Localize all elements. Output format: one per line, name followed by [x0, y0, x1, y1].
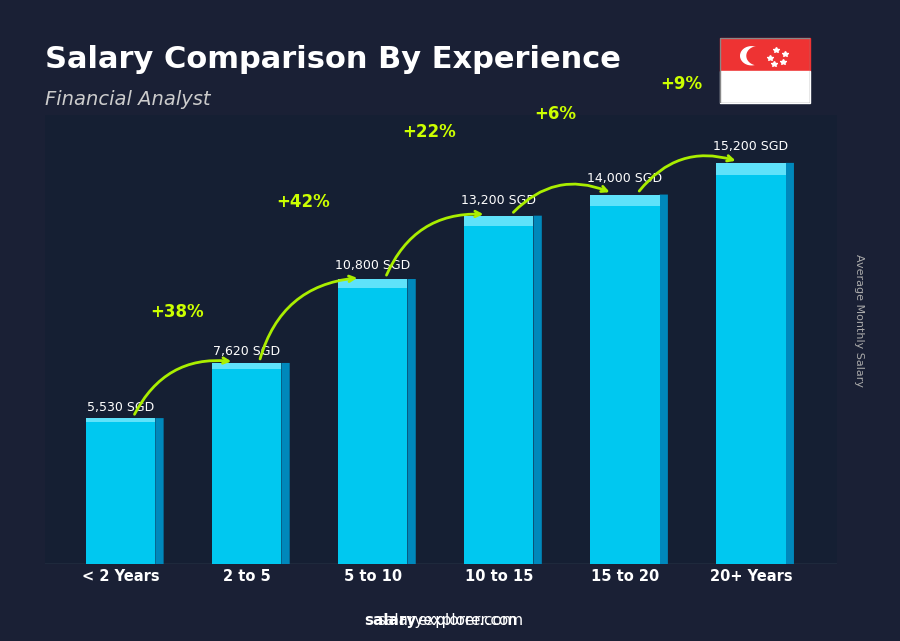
Polygon shape: [660, 195, 668, 564]
Polygon shape: [156, 418, 164, 564]
Text: +42%: +42%: [276, 193, 330, 211]
Bar: [86, 418, 156, 564]
Text: Salary Comparison By Experience: Salary Comparison By Experience: [45, 45, 621, 74]
Text: salaryexplorer.com: salaryexplorer.com: [377, 613, 523, 628]
Text: 14,000 SGD: 14,000 SGD: [588, 172, 662, 185]
Text: +38%: +38%: [150, 303, 204, 322]
Bar: [590, 195, 660, 206]
Polygon shape: [408, 279, 416, 564]
Bar: [720, 38, 810, 71]
Text: 7,620 SGD: 7,620 SGD: [213, 345, 280, 358]
Text: Financial Analyst: Financial Analyst: [45, 90, 211, 109]
Text: +22%: +22%: [402, 122, 456, 141]
Bar: [464, 215, 534, 564]
Bar: [212, 363, 282, 369]
Bar: [720, 71, 810, 103]
Text: explorer.com: explorer.com: [417, 613, 517, 628]
Polygon shape: [534, 215, 542, 564]
Text: Average Monthly Salary: Average Monthly Salary: [854, 254, 865, 387]
Bar: [716, 163, 786, 564]
Bar: [590, 195, 660, 564]
Bar: [338, 279, 408, 564]
Bar: [338, 279, 408, 288]
Bar: [212, 363, 282, 564]
Bar: [464, 215, 534, 226]
Text: salary: salary: [364, 613, 417, 628]
Text: 10,800 SGD: 10,800 SGD: [335, 259, 410, 272]
Text: +9%: +9%: [661, 76, 703, 94]
Bar: [716, 163, 786, 175]
Polygon shape: [282, 363, 290, 564]
Polygon shape: [741, 47, 761, 65]
Text: 13,200 SGD: 13,200 SGD: [462, 194, 536, 207]
Polygon shape: [786, 163, 794, 564]
Bar: [86, 418, 156, 422]
Text: +6%: +6%: [535, 104, 577, 123]
Polygon shape: [747, 47, 768, 65]
Text: 15,200 SGD: 15,200 SGD: [714, 140, 788, 153]
Text: 5,530 SGD: 5,530 SGD: [87, 401, 154, 415]
